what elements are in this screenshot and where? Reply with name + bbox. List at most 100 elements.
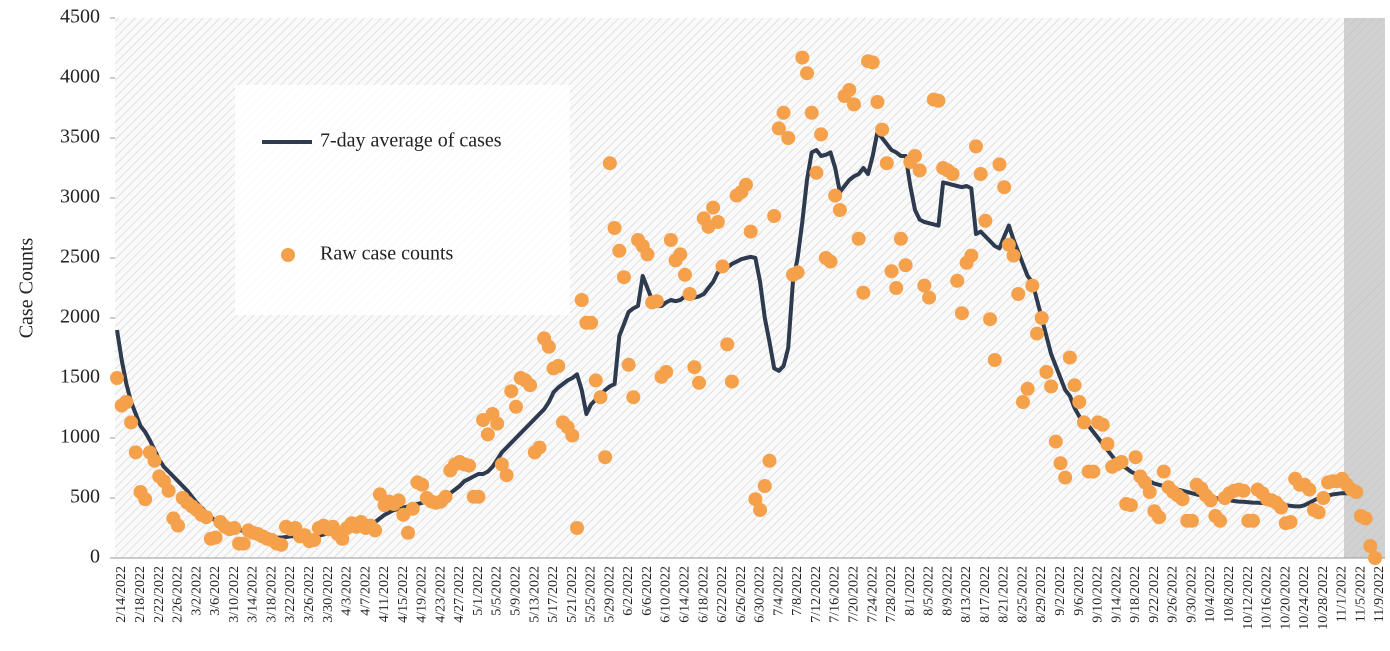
raw-point bbox=[973, 167, 988, 181]
raw-point bbox=[1020, 381, 1035, 396]
raw-point bbox=[898, 258, 913, 273]
raw-point bbox=[199, 510, 214, 525]
raw-point bbox=[551, 359, 566, 373]
y-tick-label: 2000 bbox=[60, 306, 100, 328]
raw-point bbox=[1058, 470, 1073, 485]
raw-point bbox=[893, 231, 908, 246]
y-tick-label: 2500 bbox=[60, 246, 100, 268]
raw-point bbox=[922, 290, 937, 305]
raw-point bbox=[659, 365, 674, 379]
raw-point bbox=[978, 213, 993, 228]
raw-point bbox=[1245, 513, 1260, 528]
raw-point bbox=[494, 457, 509, 472]
raw-point bbox=[870, 95, 885, 109]
x-tick-label: 11/1/2022 bbox=[1335, 566, 1350, 622]
raw-point bbox=[626, 390, 641, 405]
raw-point bbox=[401, 525, 416, 540]
x-tick-label: 9/14/2022 bbox=[1109, 566, 1124, 623]
raw-point bbox=[1316, 491, 1331, 505]
x-tick-label: 9/26/2022 bbox=[1166, 566, 1181, 623]
raw-point bbox=[997, 180, 1012, 195]
x-tick-label: 10/20/2022 bbox=[1278, 566, 1293, 630]
raw-point bbox=[1001, 237, 1016, 252]
raw-point bbox=[462, 458, 477, 473]
raw-point bbox=[720, 337, 735, 352]
raw-point bbox=[584, 315, 599, 330]
raw-point bbox=[1213, 513, 1228, 528]
raw-point bbox=[236, 536, 251, 551]
raw-point bbox=[856, 285, 871, 300]
raw-point bbox=[1128, 450, 1143, 465]
x-tick-label: 5/25/2022 bbox=[584, 566, 599, 623]
raw-point bbox=[1274, 500, 1289, 515]
y-tick-label: 1500 bbox=[60, 366, 100, 388]
raw-point bbox=[1302, 482, 1317, 497]
x-tick-label: 4/23/2022 bbox=[433, 566, 448, 623]
raw-point bbox=[790, 265, 805, 280]
x-tick-label: 7/12/2022 bbox=[809, 566, 824, 623]
raw-point bbox=[490, 416, 505, 431]
raw-point bbox=[1311, 505, 1326, 520]
x-tick-label: 8/25/2022 bbox=[1015, 566, 1030, 623]
x-tick-label: 2/26/2022 bbox=[171, 566, 186, 623]
raw-point bbox=[1030, 326, 1045, 341]
raw-point bbox=[1044, 379, 1059, 394]
raw-point bbox=[945, 167, 960, 181]
raw-point bbox=[612, 243, 627, 258]
raw-point bbox=[1368, 551, 1382, 565]
raw-point bbox=[748, 492, 763, 507]
raw-point bbox=[1086, 464, 1101, 479]
shaded-region bbox=[1344, 18, 1385, 558]
raw-point bbox=[673, 247, 688, 262]
raw-point bbox=[541, 339, 556, 354]
x-tick-label: 3/22/2022 bbox=[283, 566, 298, 623]
raw-point bbox=[405, 501, 420, 516]
x-tick-label: 6/2/2022 bbox=[621, 566, 636, 616]
raw-point bbox=[992, 157, 1007, 172]
raw-point bbox=[161, 483, 176, 498]
raw-point bbox=[523, 378, 538, 393]
raw-point bbox=[1349, 485, 1364, 499]
raw-point bbox=[907, 149, 922, 163]
x-tick-label: 3/10/2022 bbox=[227, 566, 242, 623]
raw-point bbox=[1067, 378, 1082, 393]
raw-point bbox=[307, 533, 322, 547]
raw-point bbox=[593, 390, 608, 405]
raw-point bbox=[504, 384, 519, 399]
raw-point bbox=[1006, 248, 1021, 263]
x-tick-label: 5/17/2022 bbox=[546, 566, 561, 623]
x-tick-label: 11/5/2022 bbox=[1353, 566, 1368, 622]
raw-point bbox=[809, 165, 824, 180]
x-tick-label: 5/9/2022 bbox=[509, 566, 524, 616]
raw-point bbox=[1152, 510, 1167, 525]
raw-point bbox=[954, 306, 969, 321]
raw-point bbox=[889, 281, 904, 295]
raw-point bbox=[480, 427, 495, 442]
x-tick-label: 10/4/2022 bbox=[1203, 566, 1218, 623]
legend-label: 7-day average of cases bbox=[320, 130, 502, 152]
raw-point bbox=[1156, 464, 1171, 479]
raw-point bbox=[1363, 539, 1378, 553]
raw-point bbox=[710, 215, 725, 229]
x-tick-label: 3/2/2022 bbox=[189, 566, 204, 616]
raw-point bbox=[602, 156, 617, 171]
x-tick-label: 4/15/2022 bbox=[396, 566, 411, 623]
raw-point bbox=[823, 254, 838, 269]
raw-point bbox=[692, 375, 707, 390]
raw-point bbox=[368, 523, 383, 538]
x-tick-label: 9/2/2022 bbox=[1053, 566, 1068, 616]
x-tick-label: 8/17/2022 bbox=[978, 566, 993, 623]
raw-point bbox=[884, 264, 899, 279]
raw-point bbox=[1100, 437, 1115, 451]
x-tick-label: 6/14/2022 bbox=[678, 566, 693, 623]
raw-point bbox=[814, 127, 829, 142]
y-tick-label: 0 bbox=[90, 546, 100, 568]
raw-point bbox=[110, 371, 124, 385]
raw-point bbox=[828, 188, 843, 203]
raw-point bbox=[1034, 311, 1049, 325]
raw-point bbox=[1025, 278, 1040, 293]
x-tick-label: 11/9/2022 bbox=[1372, 566, 1387, 622]
x-tick-label: 7/4/2022 bbox=[771, 566, 786, 616]
x-tick-label: 9/30/2022 bbox=[1184, 566, 1199, 623]
x-tick-label: 6/10/2022 bbox=[659, 566, 674, 623]
